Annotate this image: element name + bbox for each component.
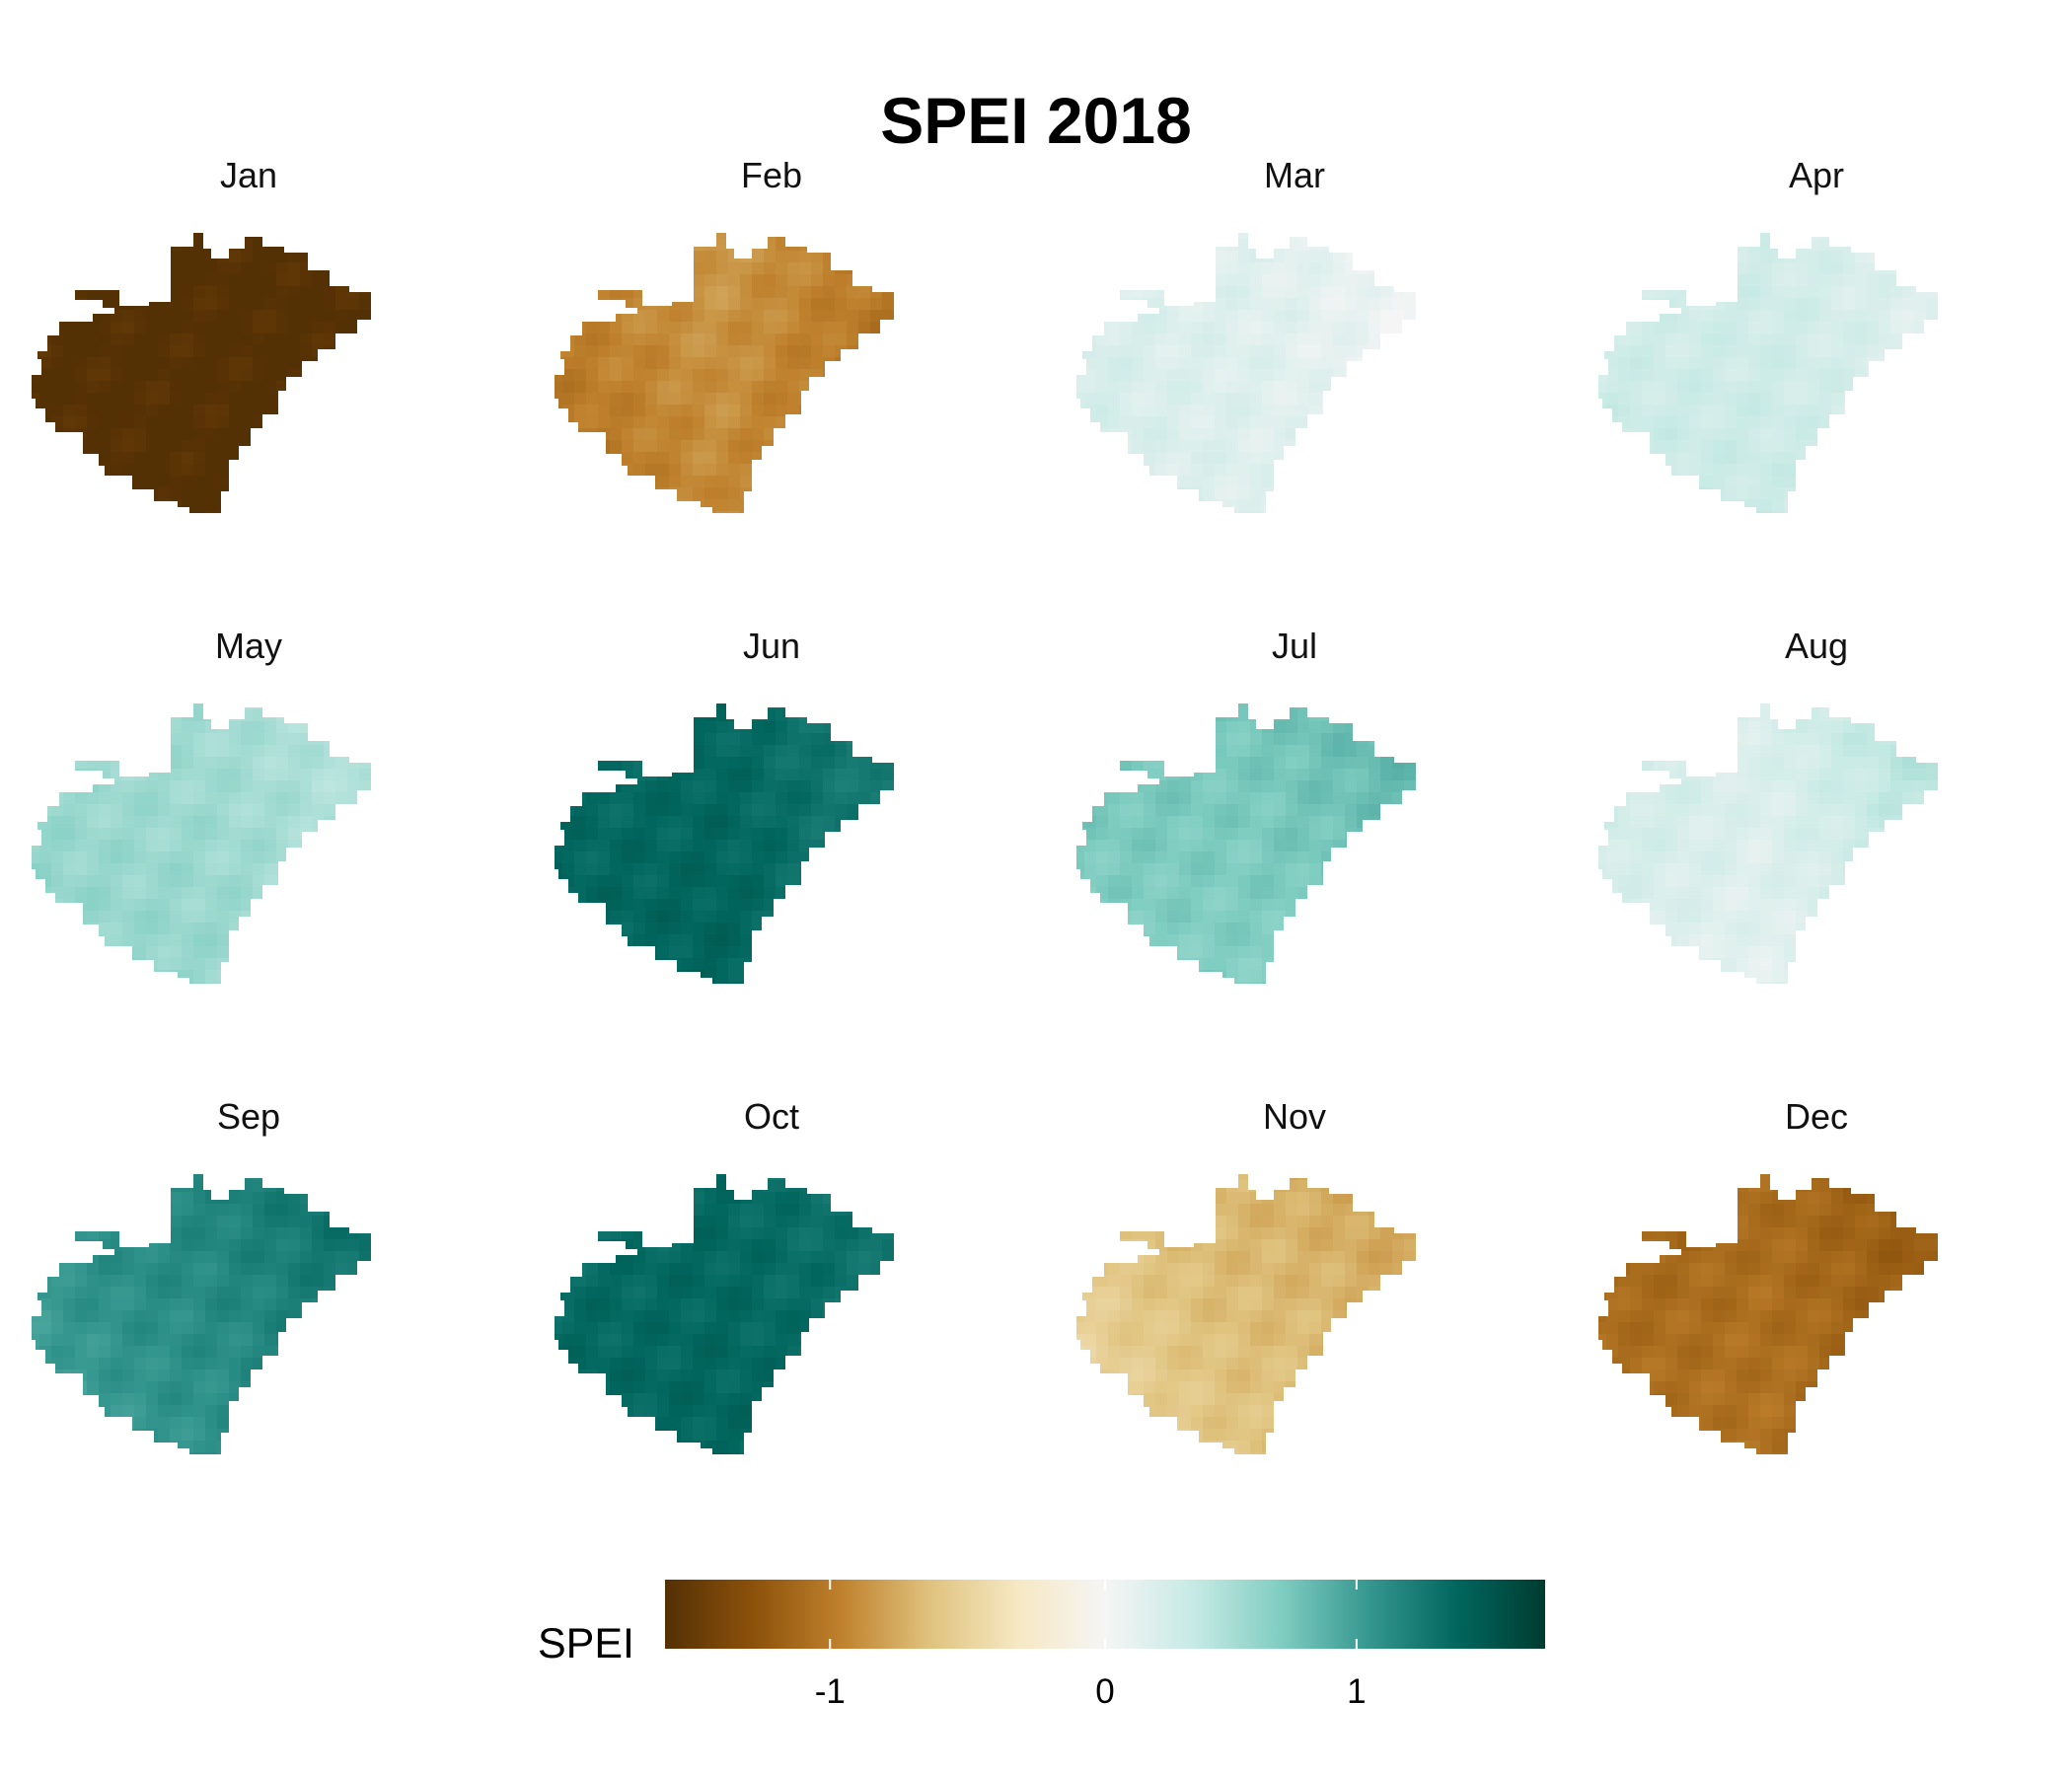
- map-panel-aug: Aug: [1598, 626, 1938, 984]
- spei-field: [1598, 1174, 1938, 1454]
- spei-field: [1076, 703, 1416, 984]
- panel-label: Oct: [744, 1096, 799, 1137]
- spei-field: [555, 1174, 894, 1454]
- spei-field: [1076, 233, 1416, 513]
- map-panel-oct: Oct: [555, 1096, 894, 1454]
- spei-field: [1598, 703, 1938, 984]
- spei-field: [32, 233, 371, 513]
- map-panel-jan: Jan: [32, 155, 371, 513]
- figure-title: SPEI 2018: [880, 84, 1192, 157]
- legend-tick-label: 1: [1347, 1672, 1367, 1711]
- legend-tick-label: 0: [1095, 1672, 1115, 1711]
- panel-label: Sep: [217, 1096, 280, 1137]
- legend-tick-label: -1: [814, 1672, 846, 1711]
- map-panel-may: May: [32, 626, 371, 984]
- spei-field: [1076, 1174, 1416, 1454]
- panels-layer: Jan Feb Mar Apr May Jun Jul Aug Sep Oct Nov Dec: [32, 155, 1938, 1454]
- panel-label: Dec: [1785, 1096, 1848, 1137]
- legend-title: SPEI: [538, 1620, 634, 1667]
- spei-field: [32, 1174, 371, 1454]
- map-panel-apr: Apr: [1598, 155, 1938, 513]
- map-panel-sep: Sep: [32, 1096, 371, 1454]
- map-panel-feb: Feb: [555, 155, 894, 513]
- spei-field: [32, 703, 371, 984]
- panel-label: Jul: [1272, 626, 1317, 666]
- panel-label: Jan: [220, 155, 277, 195]
- panel-label: Mar: [1264, 155, 1325, 195]
- map-panel-dec: Dec: [1598, 1096, 1938, 1454]
- panel-label: Aug: [1785, 626, 1848, 666]
- panel-label: May: [215, 626, 282, 666]
- map-panel-nov: Nov: [1076, 1096, 1416, 1454]
- map-panel-jul: Jul: [1076, 626, 1416, 984]
- panel-label: Nov: [1263, 1096, 1326, 1137]
- map-panel-jun: Jun: [555, 626, 894, 984]
- panel-label: Apr: [1789, 155, 1844, 195]
- spei-field: [1598, 233, 1938, 513]
- panel-label: Jun: [743, 626, 800, 666]
- spei-field: [555, 703, 894, 984]
- legend: [665, 1580, 1545, 1649]
- legend-colorbar: [665, 1580, 1545, 1649]
- spei-field: [555, 233, 894, 513]
- legend-ticks: [829, 1580, 1358, 1649]
- map-panel-mar: Mar: [1076, 155, 1416, 513]
- panel-label: Feb: [741, 155, 802, 195]
